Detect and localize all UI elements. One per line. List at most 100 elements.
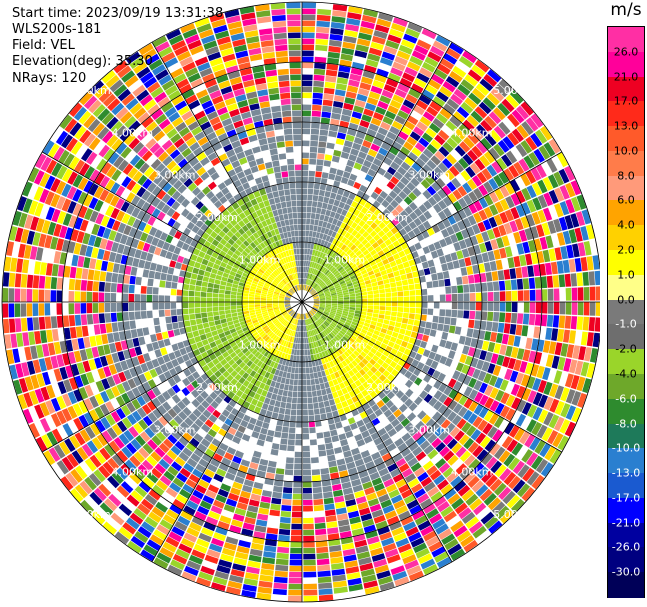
velocity-gate: [141, 277, 148, 286]
velocity-gate: [328, 399, 336, 406]
velocity-gate: [346, 159, 355, 168]
velocity-gate: [291, 523, 302, 530]
velocity-gate: [526, 214, 536, 227]
velocity-gate: [325, 297, 332, 300]
velocity-gate: [519, 336, 527, 349]
velocity-gate: [321, 267, 327, 273]
velocity-gate: [443, 324, 450, 333]
velocity-gate: [542, 207, 553, 221]
velocity-gate: [344, 239, 351, 246]
velocity-gate: [349, 309, 355, 313]
velocity-gate: [478, 263, 486, 273]
velocity-gate: [444, 317, 451, 325]
velocity-gate: [189, 313, 196, 320]
velocity-gate: [414, 257, 422, 265]
velocity-gate: [365, 210, 373, 218]
velocity-gate: [322, 234, 328, 241]
velocity-gate: [152, 287, 159, 295]
velocity-gate: [326, 222, 332, 229]
velocity-gate: [318, 307, 325, 311]
velocity-gate: [340, 317, 347, 322]
velocity-gate: [439, 355, 448, 365]
velocity-gate: [413, 105, 425, 116]
velocity-gate: [475, 302, 482, 311]
velocity-gate: [306, 266, 310, 273]
velocity-gate: [261, 490, 272, 498]
velocity-gate: [406, 182, 416, 192]
velocity-gate: [501, 154, 513, 167]
velocity-gate: [577, 287, 584, 301]
velocity-gate: [192, 267, 200, 274]
velocity-gate: [584, 347, 592, 362]
velocity-gate: [274, 400, 281, 408]
velocity-gate: [374, 226, 382, 234]
velocity-gate: [331, 231, 337, 238]
velocity-gate: [516, 385, 526, 399]
velocity-gate: [388, 190, 398, 199]
velocity-gate: [176, 289, 183, 296]
velocity-gate: [303, 517, 314, 524]
velocity-gate: [336, 291, 343, 295]
velocity-gate: [511, 302, 518, 313]
velocity-gate: [348, 288, 355, 292]
velocity-gate: [346, 319, 352, 324]
velocity-gate: [373, 112, 384, 121]
velocity-gate: [430, 45, 445, 57]
velocity-gate: [345, 331, 352, 337]
velocity-gate: [224, 294, 231, 299]
velocity-gate: [520, 173, 531, 187]
velocity-gate: [291, 511, 302, 518]
velocity-gate: [385, 292, 392, 298]
velocity-gate: [320, 266, 325, 272]
velocity-gate: [398, 190, 408, 200]
velocity-gate: [564, 373, 574, 388]
velocity-gate: [341, 108, 353, 117]
velocity-gate: [348, 206, 356, 214]
velocity-gate: [485, 272, 493, 282]
velocity-gate: [92, 313, 100, 324]
velocity-gate: [446, 226, 455, 236]
velocity-gate: [438, 316, 445, 324]
velocity-gate: [450, 252, 458, 261]
velocity-gate: [286, 451, 295, 458]
velocity-gate: [330, 429, 338, 437]
velocity-gate: [592, 255, 600, 270]
velocity-gate: [324, 310, 330, 314]
velocity-gate: [331, 16, 346, 24]
velocity-gate: [489, 387, 499, 399]
velocity-gate: [384, 357, 393, 365]
velocity-gate: [302, 170, 309, 177]
velocity-gate: [318, 272, 323, 278]
velocity-gate: [400, 161, 411, 171]
velocity-gate: [545, 235, 554, 249]
velocity-gate: [332, 106, 343, 114]
velocity-gate: [481, 231, 490, 242]
velocity-gate: [548, 138, 561, 154]
velocity-gate: [320, 227, 326, 234]
velocity-gate: [309, 439, 317, 446]
velocity-gate: [190, 319, 197, 326]
velocity-gate: [360, 206, 369, 215]
velocity-gate: [340, 196, 348, 204]
velocity-gate: [306, 373, 311, 380]
velocity-gate: [553, 370, 563, 384]
velocity-gate: [347, 128, 357, 137]
velocity-gate: [528, 277, 536, 289]
velocity-gate: [586, 363, 595, 378]
velocity-gate: [536, 224, 545, 238]
velocity-gate: [403, 335, 410, 343]
velocity-gate: [351, 277, 358, 283]
velocity-gate: [319, 407, 326, 414]
velocity-gate: [391, 297, 398, 302]
velocity-gate: [305, 285, 309, 291]
velocity-gate: [304, 254, 307, 261]
velocity-gate: [365, 59, 379, 68]
velocity-gate: [452, 260, 460, 269]
velocity-gate: [328, 265, 334, 271]
velocity-gate: [352, 318, 359, 323]
velocity-gate: [309, 280, 313, 286]
velocity-gate: [394, 322, 402, 328]
velocity-gate: [354, 329, 361, 335]
velocity-gate: [577, 392, 587, 408]
velocity-gate: [496, 354, 505, 366]
